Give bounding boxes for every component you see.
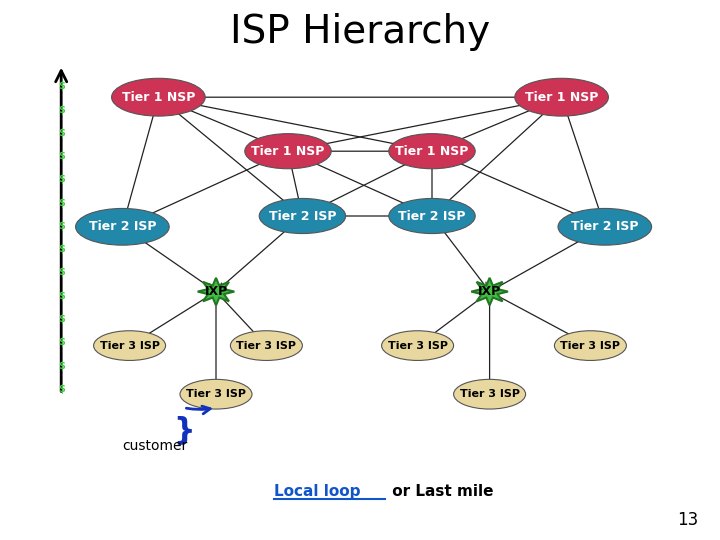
Text: Tier 2 ISP: Tier 2 ISP xyxy=(269,210,336,222)
Polygon shape xyxy=(472,278,508,306)
Text: Tier 1 NSP: Tier 1 NSP xyxy=(251,145,325,158)
Text: IXP: IXP xyxy=(478,285,501,298)
Text: Tier 2 ISP: Tier 2 ISP xyxy=(398,210,466,222)
Text: Local loop: Local loop xyxy=(274,484,360,499)
Ellipse shape xyxy=(554,330,626,361)
Text: Tier 1 NSP: Tier 1 NSP xyxy=(122,91,195,104)
Text: $: $ xyxy=(58,82,65,91)
Text: 13: 13 xyxy=(677,511,698,529)
Ellipse shape xyxy=(382,330,454,361)
Text: }: } xyxy=(173,415,194,444)
Text: ISP Hierarchy: ISP Hierarchy xyxy=(230,14,490,51)
Text: $: $ xyxy=(58,384,65,394)
Text: Tier 1 NSP: Tier 1 NSP xyxy=(525,91,598,104)
Text: or Last mile: or Last mile xyxy=(387,484,494,499)
Text: Tier 3 ISP: Tier 3 ISP xyxy=(459,389,520,399)
Polygon shape xyxy=(197,278,235,306)
Ellipse shape xyxy=(558,208,652,245)
Text: Tier 3 ISP: Tier 3 ISP xyxy=(186,389,246,399)
Text: Tier 3 ISP: Tier 3 ISP xyxy=(560,341,621,350)
Text: $: $ xyxy=(58,361,65,370)
Ellipse shape xyxy=(259,198,346,233)
Text: $: $ xyxy=(58,105,65,114)
Text: $: $ xyxy=(58,174,65,185)
Ellipse shape xyxy=(94,330,166,361)
Ellipse shape xyxy=(112,78,205,116)
Text: $: $ xyxy=(58,198,65,208)
Text: Tier 2 ISP: Tier 2 ISP xyxy=(89,220,156,233)
Text: $: $ xyxy=(58,267,65,278)
Text: $: $ xyxy=(58,291,65,301)
Text: IXP: IXP xyxy=(204,285,228,298)
Text: $: $ xyxy=(58,128,65,138)
Text: $: $ xyxy=(58,151,65,161)
Ellipse shape xyxy=(245,133,331,168)
Ellipse shape xyxy=(76,208,169,245)
Text: Tier 1 NSP: Tier 1 NSP xyxy=(395,145,469,158)
Ellipse shape xyxy=(180,379,252,409)
Text: Tier 3 ISP: Tier 3 ISP xyxy=(236,341,297,350)
Ellipse shape xyxy=(389,198,475,233)
Ellipse shape xyxy=(389,133,475,168)
Text: $: $ xyxy=(58,314,65,324)
Ellipse shape xyxy=(454,379,526,409)
Text: Tier 3 ISP: Tier 3 ISP xyxy=(387,341,448,350)
Ellipse shape xyxy=(230,330,302,361)
Text: $: $ xyxy=(58,221,65,231)
Text: Tier 2 ISP: Tier 2 ISP xyxy=(571,220,639,233)
Text: $: $ xyxy=(58,244,65,254)
Text: Tier 3 ISP: Tier 3 ISP xyxy=(99,341,160,350)
Text: $: $ xyxy=(58,338,65,347)
Ellipse shape xyxy=(515,78,608,116)
Text: customer: customer xyxy=(122,438,188,453)
